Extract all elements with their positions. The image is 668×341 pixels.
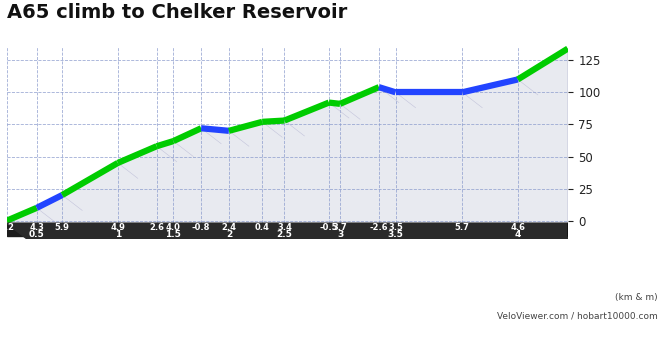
Polygon shape [7,223,568,236]
Text: 4.0: 4.0 [166,223,181,232]
Text: 2: 2 [226,230,232,239]
Text: 3.5: 3.5 [387,230,403,239]
Text: 3.5: 3.5 [388,223,403,232]
Text: 2.4: 2.4 [221,223,236,232]
Text: (km & m): (km & m) [615,293,658,302]
Text: 4.9: 4.9 [110,223,125,232]
Text: VeloViewer.com / hobart10000.com: VeloViewer.com / hobart10000.com [497,312,658,321]
Polygon shape [7,49,568,223]
Text: 0.5: 0.5 [29,230,45,239]
Text: 2.6: 2.6 [149,223,164,232]
Text: 4: 4 [514,230,521,239]
Polygon shape [568,223,588,252]
Text: 1.5: 1.5 [166,230,181,239]
Text: 4.3: 4.3 [29,223,44,232]
Text: -2.6: -2.6 [369,223,388,232]
Text: 2.5: 2.5 [277,230,293,239]
Text: 1: 1 [115,230,121,239]
Text: 5.9: 5.9 [55,223,69,232]
Polygon shape [568,49,588,239]
Text: -0.8: -0.8 [192,223,210,232]
Text: 3: 3 [337,230,343,239]
Polygon shape [7,221,27,239]
Text: 3.4: 3.4 [277,223,292,232]
Text: 3.7: 3.7 [333,223,347,232]
Text: 4.2: 4.2 [0,223,14,232]
Polygon shape [27,64,588,239]
Text: -0.5: -0.5 [320,223,338,232]
Text: A65 climb to Chelker Reservoir: A65 climb to Chelker Reservoir [7,3,347,23]
Text: 0.4: 0.4 [255,223,270,232]
Polygon shape [7,223,588,239]
Text: 5.7: 5.7 [455,223,470,232]
Text: 4.6: 4.6 [510,223,525,232]
